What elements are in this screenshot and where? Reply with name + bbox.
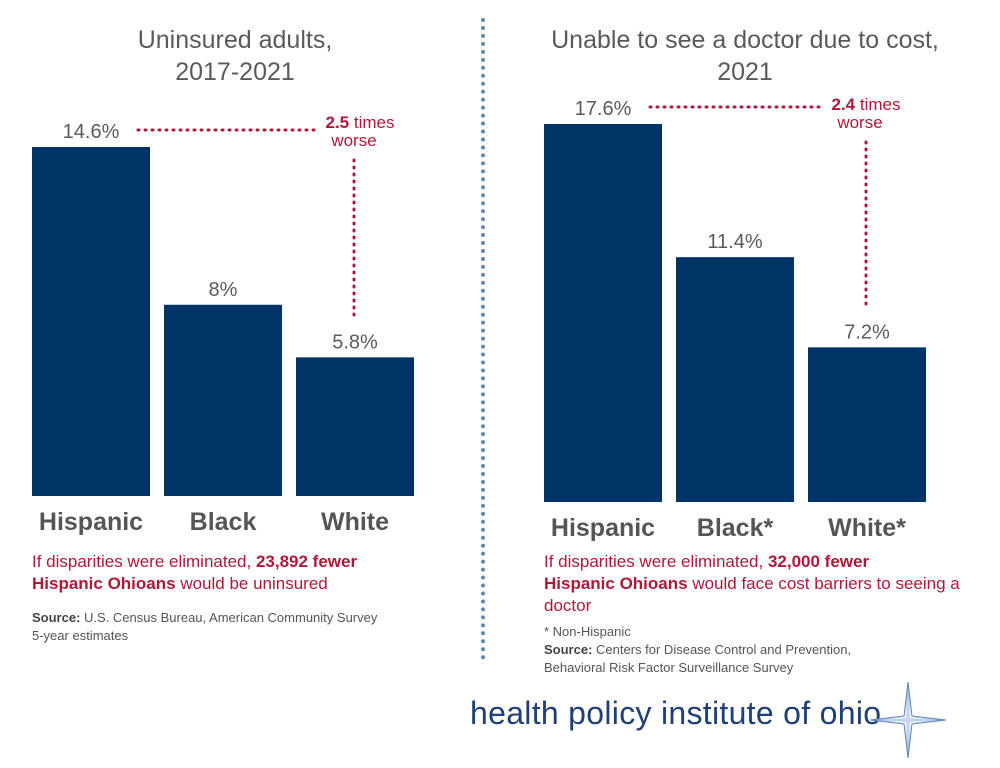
source-citation: * Non-Hispanic Source: Centers for Disea… [544, 623, 984, 677]
bar [164, 304, 282, 496]
bar [32, 147, 150, 496]
chart-title-line: Uninsured adults, [137, 26, 333, 54]
chart-title-line: Unable to see a doctor due to cost, [551, 26, 939, 54]
category-label: Hispanic [39, 508, 143, 536]
chart-panel-doctor-cost: Unable to see a doctor due to cost, 2021… [490, 0, 1000, 768]
annotation-text: times [349, 113, 394, 132]
bar-chart-uninsured: 14.6% Hispanic 8% Black 5.8% White 2.5 timeswo… [32, 113, 414, 536]
bar [676, 257, 794, 502]
category-label: White [321, 508, 389, 536]
category-label: White* [828, 514, 906, 542]
note-text: would face cost barriers to seeing a doc… [544, 574, 960, 615]
compass-star-icon [869, 681, 947, 759]
bar [808, 347, 926, 502]
value-label: 7.2% [844, 321, 890, 343]
annotation-bold: 2.4 [832, 95, 856, 114]
value-label: 17.6% [575, 98, 632, 120]
disparity-note: If disparities were eliminated, 32,000 f… [544, 551, 984, 617]
annotation-bold: 2.5 [326, 113, 350, 132]
source-text: U.S. Census Bureau, American Community S… [80, 610, 378, 625]
category-label: Hispanic [551, 514, 655, 542]
bar-chart-doctor-cost: 17.6% Hispanic 11.4% Black* 7.2% White* 2.4 ti… [544, 95, 926, 542]
brand-wordmark: health policy institute of ohio [470, 695, 882, 731]
source-text: Centers for Disease Control and Preventi… [592, 642, 852, 657]
note-text: would be uninsured [175, 574, 328, 593]
bar [544, 124, 662, 502]
note-text: If disparities were eliminated, [32, 552, 256, 571]
note-highlight: 23,892 fewer [255, 552, 358, 571]
chart-title-line: 2017-2021 [175, 58, 295, 86]
category-label: Black* [697, 514, 774, 542]
note-highlight: Hispanic Ohioans [544, 574, 688, 593]
value-label: 11.4% [707, 231, 762, 253]
source-text: 5-year estimates [32, 628, 129, 643]
disparity-note: If disparities were eliminated, 23,892 f… [32, 551, 452, 595]
annotation-multiplier: 2.5 times [326, 113, 395, 132]
source-text: Behavioral Risk Factor Surveillance Surv… [544, 660, 794, 675]
note-text: If disparities were eliminated, [544, 552, 768, 571]
chart-panel-uninsured: Uninsured adults, 2017-2021 14.6% Hispani… [0, 0, 470, 768]
value-label: 5.8% [332, 331, 378, 353]
annotation-multiplier: 2.4 times [832, 95, 901, 114]
value-label: 14.6% [63, 121, 120, 143]
annotation-text: worse [836, 113, 882, 132]
note-highlight: 32,000 fewer [767, 552, 870, 571]
chart-title: Unable to see a doctor due to cost, 2021 [490, 24, 1000, 88]
source-label: Source: [32, 610, 81, 625]
annotation-text: times [855, 95, 900, 114]
note-highlight: Hispanic Ohioans [32, 574, 176, 593]
value-label: 8% [209, 279, 238, 301]
source-label: Source: [544, 642, 593, 657]
chart-title-line: 2021 [717, 58, 773, 86]
source-citation: Source: U.S. Census Bureau, American Com… [32, 609, 452, 645]
bar [296, 357, 414, 496]
category-label: Black [190, 508, 257, 536]
footnote-text: * Non-Hispanic [544, 624, 631, 639]
chart-title: Uninsured adults, 2017-2021 [0, 24, 470, 88]
dotted-divider [481, 18, 485, 660]
annotation-text: worse [330, 131, 376, 150]
